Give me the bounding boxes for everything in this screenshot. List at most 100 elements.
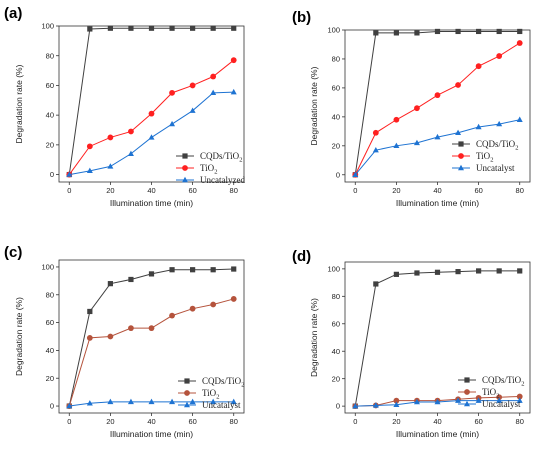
data-point <box>210 89 217 96</box>
legend-label: CQDs/TiO2 <box>202 376 244 389</box>
x-tick-label: 80 <box>230 417 238 426</box>
data-point <box>189 107 196 113</box>
data-point <box>496 28 502 35</box>
legend-marker <box>182 176 188 183</box>
data-point <box>169 25 175 31</box>
legend-marker <box>464 389 470 395</box>
series-2 <box>66 398 237 409</box>
data-point <box>190 25 196 31</box>
y-tick-label: 80 <box>332 55 340 64</box>
x-tick-label: 80 <box>230 186 238 195</box>
data-point <box>148 25 155 31</box>
data-point <box>189 82 196 89</box>
y-tick-label: 100 <box>41 263 54 272</box>
data-point <box>230 88 237 95</box>
legend-marker <box>464 400 470 407</box>
data-point <box>434 28 441 35</box>
data-point <box>414 270 420 276</box>
legend-label: TiO2 <box>482 387 499 400</box>
data-point <box>86 334 93 341</box>
data-point <box>517 268 523 274</box>
data-point <box>475 123 482 130</box>
panel-label: (c) <box>4 244 22 261</box>
y-tick-label: 40 <box>46 346 54 355</box>
data-point <box>496 53 503 59</box>
data-point <box>455 82 461 88</box>
data-point <box>148 398 155 405</box>
legend-label: Uncatalyst <box>202 400 241 410</box>
data-point <box>127 398 134 405</box>
legend-label: Uncatalyst <box>476 163 515 173</box>
y-tick-label: 20 <box>332 141 340 150</box>
data-point <box>87 308 93 315</box>
legend-marker <box>458 164 464 171</box>
legend-label: Uncatalyzed <box>200 175 245 185</box>
plot-frame <box>344 261 531 414</box>
panel-label: (a) <box>4 5 22 22</box>
data-point <box>393 116 400 123</box>
x-tick-label: 40 <box>147 186 155 195</box>
data-point <box>66 171 73 177</box>
data-point <box>393 271 399 277</box>
data-point <box>169 267 175 273</box>
data-point <box>107 398 114 405</box>
data-point <box>128 276 134 283</box>
x-tick-label: 80 <box>516 417 524 426</box>
data-point <box>352 171 359 177</box>
data-point <box>414 30 420 36</box>
data-point <box>393 30 399 36</box>
data-point <box>413 398 420 405</box>
x-tick-label: 40 <box>433 186 441 195</box>
y-tick-label: 20 <box>46 140 54 149</box>
series-0 <box>352 28 523 178</box>
data-point <box>210 301 217 308</box>
plot-frame <box>58 259 245 414</box>
series-0 <box>352 268 523 409</box>
data-point <box>413 139 420 146</box>
chart-panel-a: (a) 0 20 40 60 80 0 20 40 60 80 100 Illumination tim… <box>4 5 245 208</box>
data-point <box>210 25 216 31</box>
data-point <box>475 397 482 403</box>
panel-label: (d) <box>292 248 311 265</box>
y-tick-label: 100 <box>327 264 340 273</box>
data-point <box>434 92 441 99</box>
y-axis-title: Degradation rate (%) <box>309 298 319 377</box>
series-2 <box>352 116 523 177</box>
y-tick-label: 40 <box>332 112 340 121</box>
x-tick-label: 0 <box>67 186 71 195</box>
x-tick-label: 80 <box>516 186 524 195</box>
series-line <box>354 30 520 175</box>
data-point <box>434 398 441 405</box>
data-point <box>107 163 114 169</box>
data-point <box>475 63 482 70</box>
x-axis-title: Illumination time (min) <box>110 429 193 439</box>
chart-panel-d: (d) 0 20 40 60 80 0 20 40 60 80 100 Illumination tim… <box>292 248 531 439</box>
legend-label: CQDs/TiO2 <box>476 139 518 152</box>
data-point <box>455 397 462 403</box>
data-point <box>128 128 134 135</box>
legend-marker <box>184 401 190 408</box>
data-point <box>169 120 176 127</box>
y-tick-label: 20 <box>332 374 340 383</box>
legend-label: CQDs/TiO2 <box>482 375 524 388</box>
y-tick-label: 0 <box>336 402 340 411</box>
y-tick-label: 60 <box>332 319 340 328</box>
legend-label: TiO2 <box>202 388 219 401</box>
data-point <box>169 89 175 96</box>
y-axis-title: Degradation rate (%) <box>309 66 319 145</box>
data-point <box>516 116 523 122</box>
x-tick-label: 0 <box>353 186 357 195</box>
data-point <box>496 120 503 127</box>
legend-marker <box>182 153 188 159</box>
x-tick-label: 0 <box>67 417 71 426</box>
legend-label: TiO2 <box>200 163 217 176</box>
data-point <box>230 57 237 64</box>
series-line <box>354 270 520 407</box>
data-point <box>210 73 217 80</box>
y-axis-title: Degradation rate (%) <box>14 297 24 376</box>
data-point <box>517 28 523 35</box>
data-point <box>476 28 482 35</box>
data-point <box>231 25 237 31</box>
